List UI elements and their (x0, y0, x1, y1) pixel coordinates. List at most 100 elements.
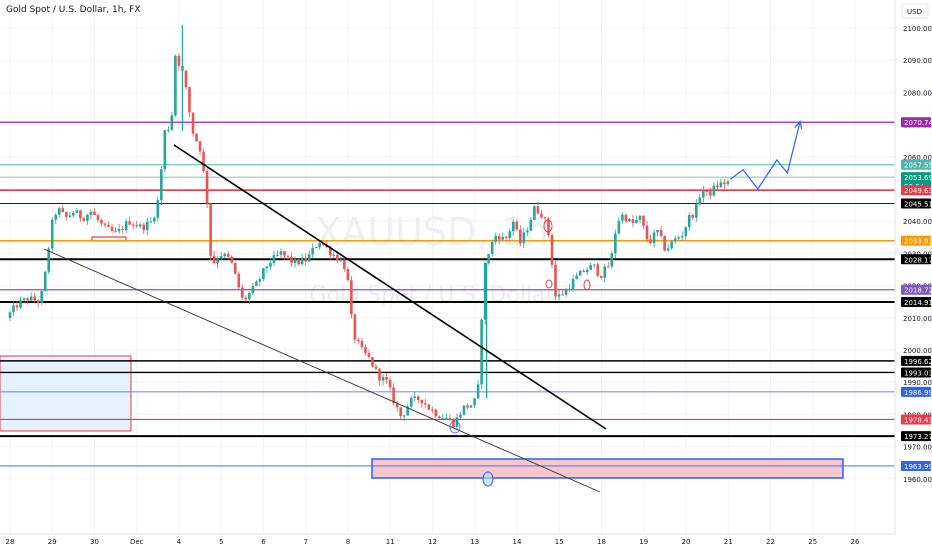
candle-body (286, 255, 290, 257)
candle-body (621, 214, 624, 221)
candle-body (364, 347, 367, 354)
time-tick-label: 5 (219, 538, 223, 546)
candle-body (490, 241, 494, 255)
price-badge-label: 1986.99 (904, 389, 932, 397)
candle-body (441, 418, 445, 420)
candle-body (466, 405, 469, 408)
candle-body (297, 259, 300, 265)
candle-body (603, 266, 607, 278)
candle-body (515, 221, 519, 230)
price-badge (901, 254, 931, 265)
touch-marker-ellipse[interactable] (449, 420, 461, 434)
price-badge (901, 185, 931, 196)
price-tick-label: 1960.00 (903, 476, 932, 484)
candle-body (719, 182, 723, 187)
price-tick-label: 2090.00 (903, 57, 932, 65)
candle-body (205, 170, 209, 204)
candle-body (536, 206, 540, 214)
candle-body (26, 298, 29, 301)
candle-body (462, 405, 466, 415)
left-range-box[interactable] (0, 355, 132, 432)
price-badge-label: 2033.93 (904, 238, 932, 246)
candle-body (188, 87, 191, 113)
time-tick-label: 6 (261, 538, 266, 546)
candle-body (22, 298, 26, 301)
candle-body (519, 229, 522, 244)
price-badge-label: 2018.72 (904, 287, 932, 295)
price-badge (901, 296, 931, 307)
descending-trendline[interactable] (173, 144, 607, 430)
candle-body (100, 220, 103, 224)
candle-body (43, 271, 47, 292)
candle-body (494, 236, 497, 242)
candle-body (360, 341, 364, 348)
candle-body (160, 169, 163, 201)
candle-body (142, 224, 146, 231)
mid-marker-ellipse[interactable] (583, 279, 591, 291)
candle-body (96, 215, 100, 221)
candle-body (353, 314, 357, 340)
candle-body (476, 384, 480, 399)
price-badge (901, 117, 931, 128)
price-badge (901, 159, 931, 170)
candle-body (526, 230, 529, 233)
time-tick-label: 13 (470, 538, 479, 546)
time-tick-label: 19 (639, 538, 648, 546)
support-zone-rectangle[interactable] (371, 458, 844, 479)
candle-body (420, 399, 424, 404)
horizontal-levels[interactable] (0, 121, 895, 467)
candle-body (65, 212, 68, 217)
candles (8, 24, 730, 431)
candle-body (195, 133, 198, 142)
time-tick-label: 14 (513, 538, 522, 546)
candle-body (283, 251, 286, 256)
candle-body (233, 262, 237, 274)
candle-body (624, 214, 628, 222)
candle-body (585, 269, 589, 272)
candle-body (508, 231, 512, 238)
lower-trendline[interactable] (43, 248, 601, 493)
candle-body (413, 396, 417, 398)
candle-body (694, 203, 698, 218)
candle-body (645, 225, 649, 240)
candle-body (406, 406, 409, 416)
projection-polyline[interactable] (730, 121, 801, 191)
time-tick-label: 7 (304, 538, 308, 546)
candle-body (346, 269, 350, 281)
projection-arrowhead (794, 120, 803, 130)
candle-body (455, 417, 459, 428)
projection-path[interactable] (730, 120, 803, 191)
candle-body (705, 191, 709, 193)
time-tick-label: 28 (6, 538, 15, 546)
low-marker-ellipse[interactable] (482, 471, 494, 487)
candle-body (395, 403, 399, 408)
currency-box (901, 3, 929, 19)
top-marker-ellipse[interactable] (543, 219, 553, 233)
trendlines[interactable] (43, 144, 607, 493)
candle-body (265, 266, 269, 269)
candle-body (568, 288, 571, 290)
candle-body (371, 357, 374, 367)
price-tick-label: 2010.00 (903, 315, 932, 323)
candle-body (248, 293, 251, 300)
candle-body (438, 416, 441, 419)
price-tick-label: 1990.00 (903, 379, 932, 387)
candle-body (617, 220, 621, 234)
candle-body (635, 219, 638, 224)
candle-body (550, 234, 554, 265)
candle-body (684, 227, 688, 237)
price-tick-label: 2060.00 (903, 154, 932, 162)
candle-body (381, 377, 385, 381)
candle-body (431, 409, 434, 411)
candle-body (547, 218, 550, 235)
candle-body (423, 403, 427, 405)
price-badge-label: 1973.27 (904, 433, 932, 441)
drawing-shapes[interactable] (0, 236, 844, 479)
candle-body (501, 236, 505, 240)
left-marker-ellipse[interactable] (545, 279, 553, 289)
candle-body (40, 291, 43, 303)
candle-body (638, 215, 642, 220)
candle-body (240, 287, 244, 298)
